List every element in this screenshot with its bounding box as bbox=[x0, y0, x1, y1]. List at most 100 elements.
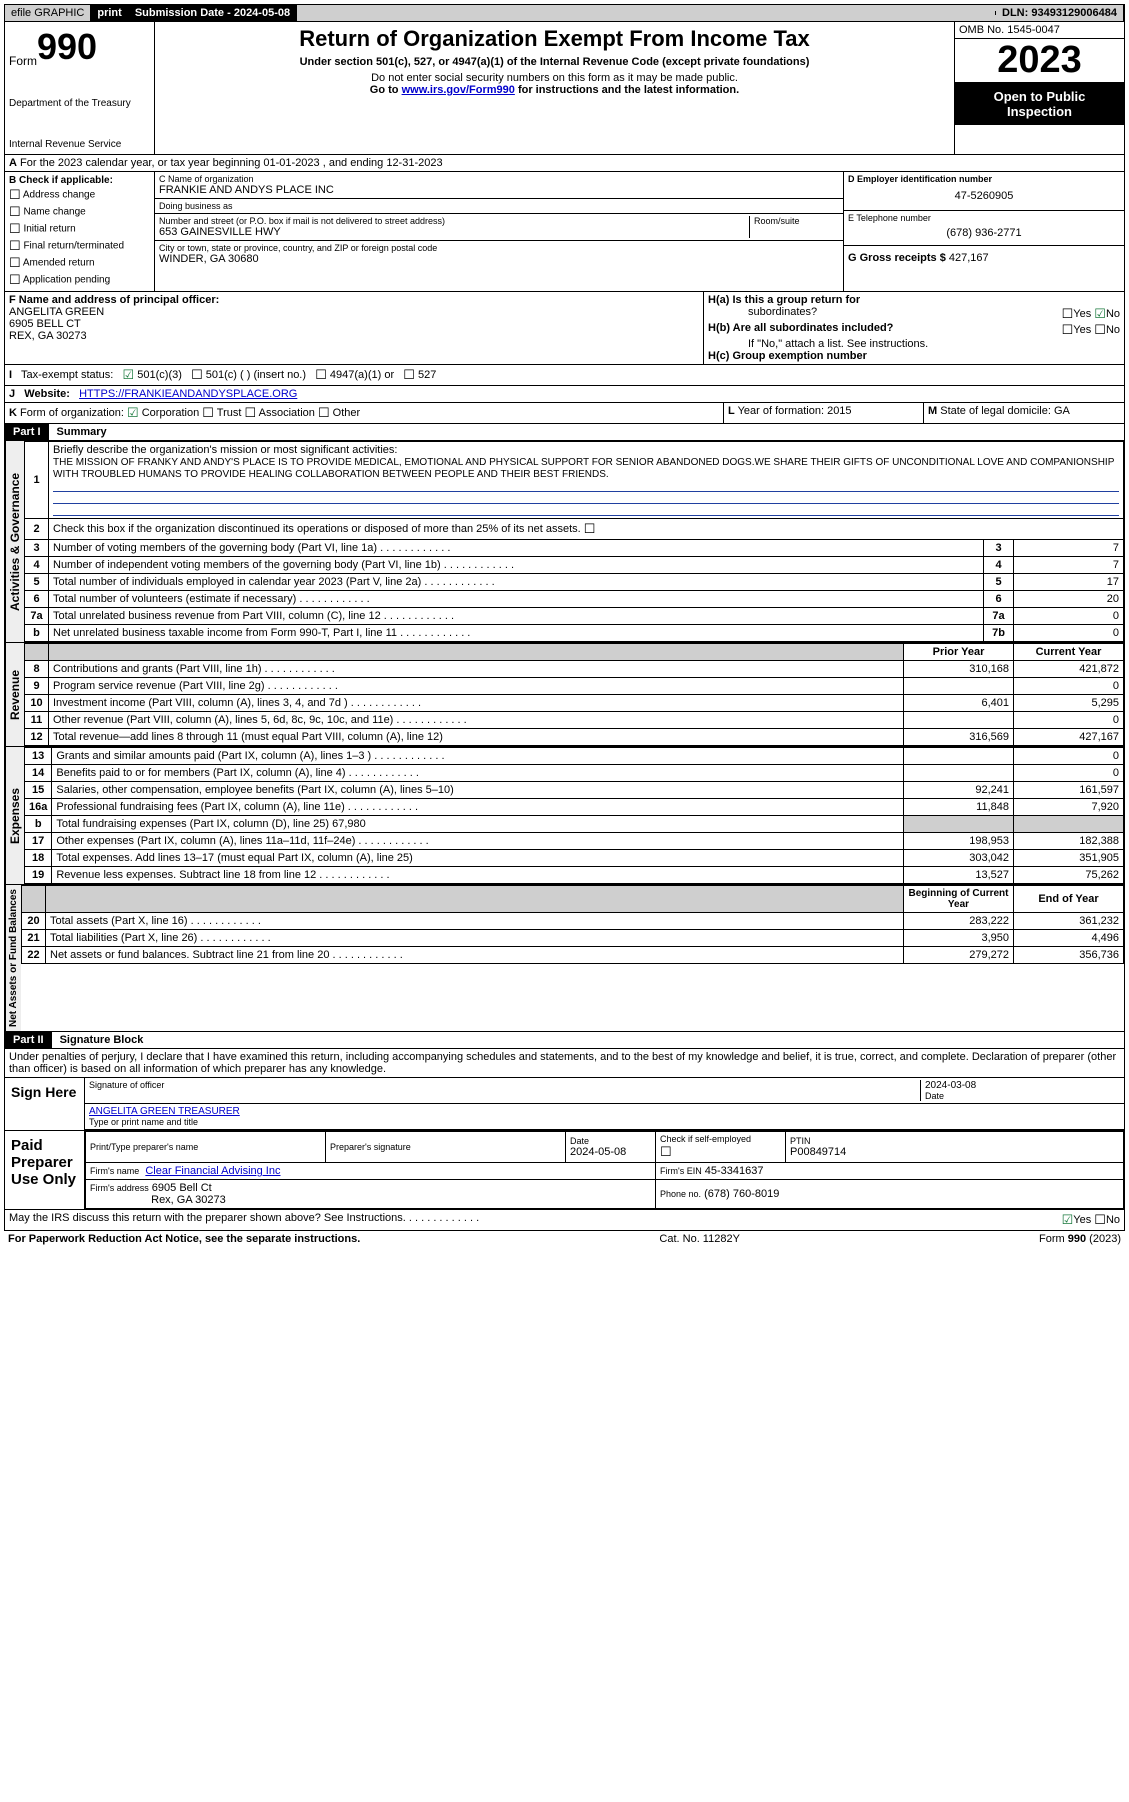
p16a: 11,848 bbox=[904, 799, 1014, 816]
c11: 0 bbox=[1014, 712, 1124, 729]
i-lbl: I bbox=[9, 369, 12, 381]
form-word: Form bbox=[9, 54, 37, 68]
p18: 303,042 bbox=[904, 850, 1014, 867]
firm-addr1: 6905 Bell Ct bbox=[152, 1182, 212, 1194]
c21: 4,496 bbox=[1014, 930, 1124, 947]
l4: Number of independent voting members of … bbox=[49, 557, 984, 574]
sign-here-label: Sign Here bbox=[5, 1078, 85, 1130]
p19: 13,527 bbox=[904, 867, 1014, 884]
side-expenses: Expenses bbox=[5, 747, 24, 884]
p9 bbox=[904, 678, 1014, 695]
app-pending[interactable]: Application pending bbox=[23, 275, 110, 286]
p14 bbox=[904, 765, 1014, 782]
501c[interactable]: 501(c) ( ) (insert no.) bbox=[206, 369, 306, 381]
4947a1[interactable]: 4947(a)(1) or bbox=[330, 369, 394, 381]
ptin-label: PTIN bbox=[790, 1136, 1119, 1146]
line-a-text: For the 2023 calendar year, or tax year … bbox=[20, 157, 443, 169]
firm-name[interactable]: Clear Financial Advising Inc bbox=[145, 1165, 280, 1177]
discuss-no[interactable]: No bbox=[1106, 1214, 1120, 1226]
city-label: City or town, state or province, country… bbox=[159, 243, 839, 253]
gross-label: G Gross receipts $ bbox=[848, 252, 946, 264]
line-a: A For the 2023 calendar year, or tax yea… bbox=[5, 155, 447, 171]
hb-no[interactable]: No bbox=[1106, 324, 1120, 336]
org-name: FRANKIE AND ANDYS PLACE INC bbox=[159, 184, 839, 196]
l7b: Net unrelated business taxable income fr… bbox=[49, 625, 984, 642]
p20: 283,222 bbox=[904, 913, 1014, 930]
c10: 5,295 bbox=[1014, 695, 1124, 712]
c12: 427,167 bbox=[1014, 729, 1124, 746]
l21: Total liabilities (Part X, line 26) bbox=[46, 930, 904, 947]
initial-return[interactable]: Initial return bbox=[23, 224, 75, 235]
ein-label: D Employer identification number bbox=[848, 174, 1120, 184]
page-footer: For Paperwork Reduction Act Notice, see … bbox=[4, 1231, 1125, 1247]
v7a: 0 bbox=[1014, 608, 1124, 625]
addr-change[interactable]: Address change bbox=[23, 190, 95, 201]
self-emp-label: Check if self-employed bbox=[660, 1134, 781, 1144]
beg-year: Beginning of Current Year bbox=[904, 886, 1014, 913]
l6: Total number of volunteers (estimate if … bbox=[49, 591, 984, 608]
submission-date: Submission Date - 2024-05-08 bbox=[129, 5, 297, 21]
k-other[interactable]: Other bbox=[333, 407, 361, 419]
tax-year: 2023 bbox=[955, 39, 1124, 83]
part2-title: Signature Block bbox=[52, 1032, 152, 1048]
m-txt: State of legal domicile: GA bbox=[940, 405, 1070, 417]
l5: Total number of individuals employed in … bbox=[49, 574, 984, 591]
final-return[interactable]: Final return/terminated bbox=[23, 241, 124, 252]
ein-value: 47-5260905 bbox=[848, 184, 1120, 208]
irs-label: Internal Revenue Service bbox=[9, 139, 150, 150]
part1-header: Part I bbox=[5, 424, 49, 440]
firm-addr2: Rex, GA 30273 bbox=[151, 1194, 226, 1206]
top-toolbar: efile GRAPHIC print Submission Date - 20… bbox=[4, 4, 1125, 22]
goto-line: Go to www.irs.gov/Form990 for instructio… bbox=[159, 84, 950, 96]
paid-preparer-block: Paid Preparer Use Only Print/Type prepar… bbox=[4, 1131, 1125, 1210]
discuss-yes[interactable]: Yes bbox=[1073, 1214, 1091, 1226]
k-trust[interactable]: Trust bbox=[217, 407, 242, 419]
amended-return[interactable]: Amended return bbox=[23, 258, 95, 269]
p22: 279,272 bbox=[904, 947, 1014, 964]
hb-yes[interactable]: Yes bbox=[1073, 324, 1091, 336]
firm-ein: 45-3341637 bbox=[705, 1165, 764, 1177]
l13: Grants and similar amounts paid (Part IX… bbox=[52, 748, 904, 765]
ha-no[interactable]: No bbox=[1106, 308, 1120, 320]
end-year: End of Year bbox=[1014, 886, 1124, 913]
c22: 356,736 bbox=[1014, 947, 1124, 964]
expenses-table: 13Grants and similar amounts paid (Part … bbox=[24, 747, 1124, 884]
v7b: 0 bbox=[1014, 625, 1124, 642]
k-assoc[interactable]: Association bbox=[259, 407, 315, 419]
i-txt: Tax-exempt status: bbox=[21, 369, 113, 381]
officer-addr2: REX, GA 30273 bbox=[9, 330, 699, 342]
irs-link[interactable]: www.irs.gov/Form990 bbox=[402, 84, 515, 96]
firm-ein-label: Firm's EIN bbox=[660, 1166, 702, 1176]
ha-yes[interactable]: Yes bbox=[1073, 308, 1091, 320]
sig-date: 2024-03-08 bbox=[925, 1080, 1120, 1091]
c14: 0 bbox=[1014, 765, 1124, 782]
side-governance: Activities & Governance bbox=[5, 441, 24, 642]
p15: 92,241 bbox=[904, 782, 1014, 799]
revenue-table: Prior YearCurrent Year 8Contributions an… bbox=[24, 643, 1124, 746]
section-k: K Form of organization: ☑ Corporation ☐ … bbox=[5, 403, 724, 423]
mission-text: THE MISSION OF FRANKY AND ANDY'S PLACE I… bbox=[53, 457, 1114, 480]
dept-treasury: Department of the Treasury bbox=[9, 98, 150, 109]
form-subtitle: Under section 501(c), 527, or 4947(a)(1)… bbox=[159, 56, 950, 68]
l22: Net assets or fund balances. Subtract li… bbox=[46, 947, 904, 964]
name-change[interactable]: Name change bbox=[23, 207, 85, 218]
part1-title: Summary bbox=[49, 424, 115, 440]
print-button[interactable]: print bbox=[91, 5, 128, 21]
website-link[interactable]: HTTPS://FRANKIEANDANDYSPLACE.ORG bbox=[79, 388, 297, 400]
p21: 3,950 bbox=[904, 930, 1014, 947]
k-corp[interactable]: Corporation bbox=[142, 407, 199, 419]
527[interactable]: 527 bbox=[418, 369, 436, 381]
room-label: Room/suite bbox=[754, 216, 839, 226]
dln-label: DLN: 93493129006484 bbox=[996, 5, 1124, 21]
addr-label: Number and street (or P.O. box if mail i… bbox=[159, 216, 749, 226]
section-l: L Year of formation: 2015 bbox=[724, 403, 924, 423]
l2: Check this box if the organization disco… bbox=[53, 523, 581, 535]
officer-sig-name[interactable]: ANGELITA GREEN TREASURER bbox=[89, 1106, 240, 1117]
l9: Program service revenue (Part VIII, line… bbox=[49, 678, 904, 695]
c17: 182,388 bbox=[1014, 833, 1124, 850]
side-revenue: Revenue bbox=[5, 643, 24, 746]
501c3[interactable]: 501(c)(3) bbox=[137, 369, 182, 381]
j-lbl: J bbox=[9, 388, 15, 400]
goto-post: for instructions and the latest informat… bbox=[518, 84, 739, 96]
form-ref: Form 990 (2023) bbox=[1039, 1233, 1121, 1245]
